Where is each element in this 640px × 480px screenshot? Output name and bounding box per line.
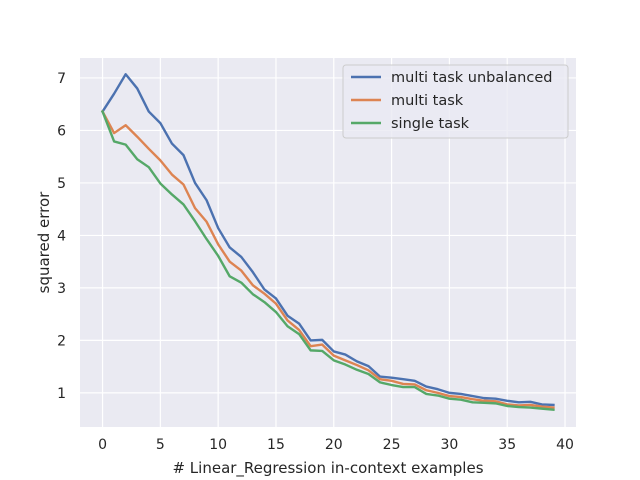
legend-label-single-task: single task	[391, 116, 470, 132]
x-tick-label: 15	[267, 437, 285, 453]
x-tick-label: 20	[325, 437, 343, 453]
x-axis-ticks: 0 5 10 15 20 25 30 35 40	[98, 437, 574, 453]
y-tick-label: 4	[57, 228, 66, 244]
y-tick-label: 5	[57, 176, 66, 192]
series-line-multi-task-unbalanced	[100, 73, 555, 407]
y-axis-ticks: 1 2 3 4 5 6 7	[57, 71, 66, 402]
x-tick-label: 25	[383, 437, 401, 453]
legend: multi task unbalanced multi task single …	[342, 64, 569, 139]
y-tick-label: 1	[57, 386, 66, 402]
x-axis-label: # Linear_Regression in-context examples	[172, 459, 483, 478]
x-tick-label: 35	[498, 437, 516, 453]
y-tick-label: 7	[57, 71, 66, 87]
x-tick-label: 30	[440, 437, 458, 453]
legend-box	[342, 64, 569, 139]
legend-label-multi-task: multi task	[391, 93, 464, 109]
x-tick-label: 5	[156, 437, 165, 453]
x-tick-label: 10	[209, 437, 227, 453]
y-axis-label: squared error	[35, 191, 53, 294]
y-tick-label: 3	[57, 281, 66, 297]
series-line-single-task	[100, 109, 555, 411]
y-tick-label: 2	[57, 333, 66, 349]
series-line-multi-task	[100, 109, 555, 409]
legend-label-multi-task-unbalanced: multi task unbalanced	[391, 70, 552, 86]
x-tick-label: 0	[98, 437, 107, 453]
series-lines	[100, 73, 555, 411]
x-tick-label: 40	[556, 437, 574, 453]
y-tick-label: 6	[57, 123, 66, 139]
